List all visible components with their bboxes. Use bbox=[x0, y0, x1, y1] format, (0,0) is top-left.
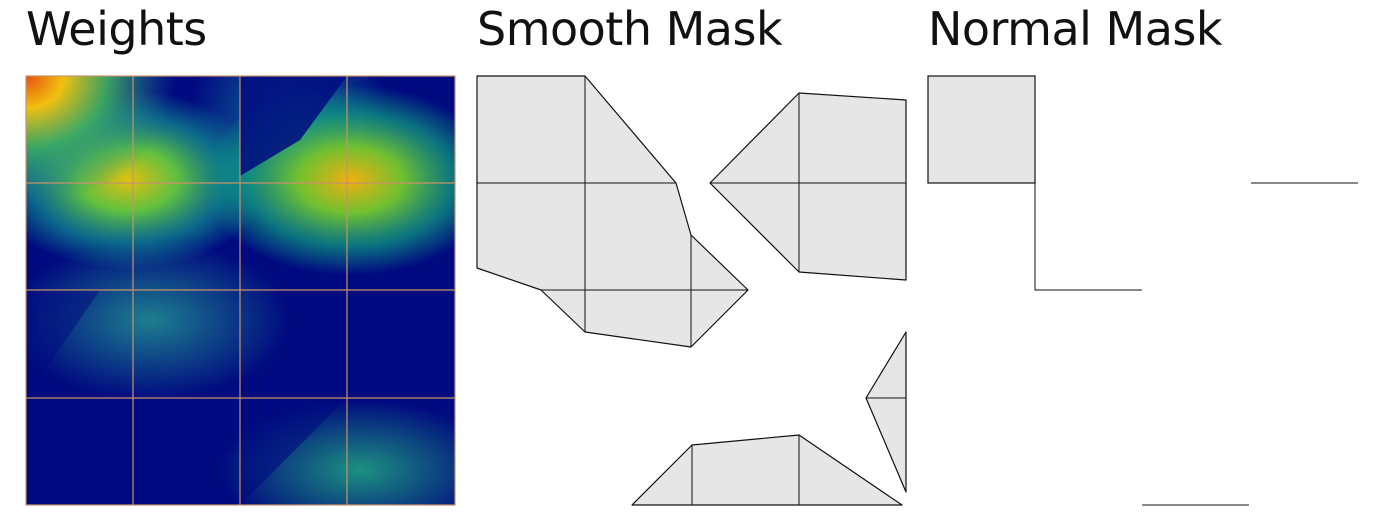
smooth-mask-diagram bbox=[476, 75, 907, 506]
smooth-mask-region-sliver bbox=[865, 331, 907, 493]
smooth-mask-region-left bbox=[476, 75, 749, 348]
normal-mask-region bbox=[927, 75, 1036, 184]
smooth-mask-region-right bbox=[709, 92, 907, 281]
heatmap-dark-region bbox=[240, 398, 347, 505]
heatmap-dark-region bbox=[26, 290, 100, 398]
weights-panel-title: Weights bbox=[26, 2, 207, 56]
normal-mask-edges bbox=[1034, 182, 1358, 506]
smooth-mask-panel-title: Smooth Mask bbox=[477, 2, 783, 56]
heatmap-dark-region bbox=[26, 398, 133, 505]
smooth-mask-region-bottom bbox=[631, 434, 903, 506]
heatmap-dark-region bbox=[240, 76, 347, 176]
normal-mask-panel-title: Normal Mask bbox=[928, 2, 1223, 56]
weights-grid bbox=[25, 75, 456, 506]
smooth-mask-interior-edges bbox=[477, 76, 906, 505]
normal-mask-diagram bbox=[927, 75, 1358, 506]
